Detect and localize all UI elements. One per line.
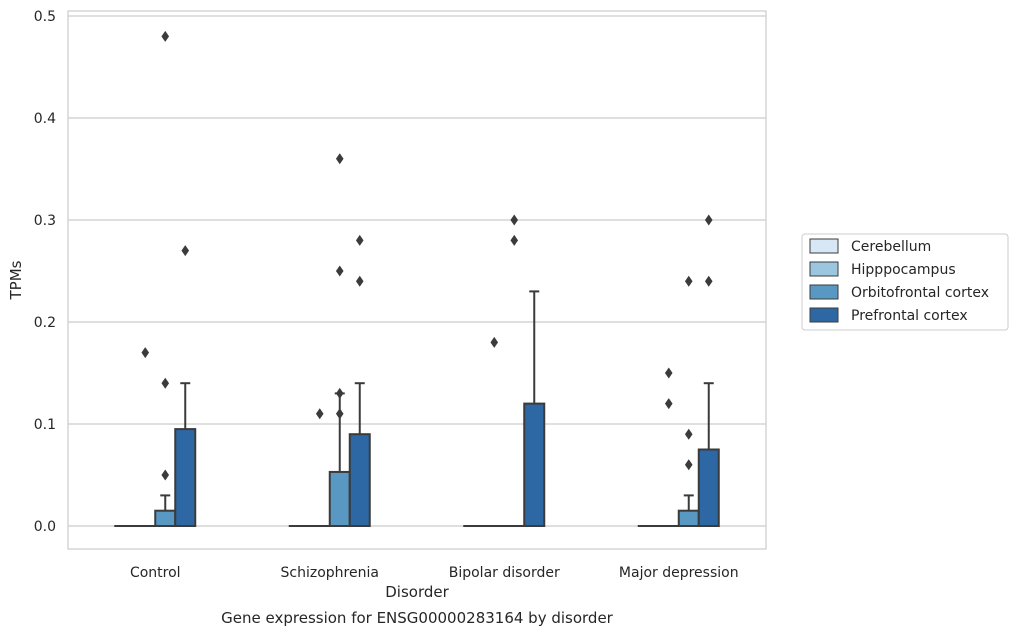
outlier-point [684, 275, 693, 287]
box-body [697, 448, 720, 527]
legend-swatch [809, 307, 839, 323]
y-tick-label: 0.4 [34, 111, 56, 127]
y-tick-label: 0.5 [34, 9, 56, 25]
y-tick-label: 0.1 [34, 417, 56, 433]
outlier-point [684, 459, 693, 471]
y-axis-title: TPMs [7, 260, 25, 300]
legend-frame [801, 233, 1009, 331]
outlier-point [355, 275, 364, 287]
legend: Cerebellum Hipppocampus Orbitofrontal cort… [801, 233, 1009, 331]
outlier-point [335, 265, 344, 277]
legend-label: Hipppocampus [851, 262, 956, 278]
outlier-point [161, 377, 170, 389]
box-body [677, 509, 700, 528]
y-tick-label: 0.2 [34, 315, 56, 331]
y-tick-label: 0.0 [34, 519, 56, 535]
box-orbitofrontal-cortex [154, 494, 177, 528]
box-body [174, 428, 197, 528]
outlier-point [335, 408, 344, 420]
y-tick-label: 0.3 [34, 213, 56, 229]
chart-title: Gene expression for ENSG00000283164 by d… [221, 609, 614, 627]
box-orbitofrontal-cortex [328, 392, 351, 528]
legend-label: Orbitofrontal cortex [851, 285, 989, 301]
box-body [154, 509, 177, 528]
x-tick-label: Control [130, 565, 181, 581]
legend-label: Cerebellum [851, 239, 931, 255]
outlier-point [510, 234, 519, 246]
x-axis-title: Disorder [385, 583, 449, 601]
box-orbitofrontal-cortex [677, 494, 700, 528]
outlier-point [490, 336, 499, 348]
outlier-point [704, 214, 713, 226]
gridlines [68, 15, 766, 527]
x-tick-label: Major depression [619, 565, 739, 581]
box-prefrontal-cortex [697, 382, 720, 527]
outlier-point [355, 234, 364, 246]
x-tick-label: Schizophrenia [281, 565, 379, 581]
outlier-point [684, 428, 693, 440]
outlier-point [141, 347, 150, 359]
outlier-point [704, 275, 713, 287]
outlier-point [161, 469, 170, 481]
outlier-point [335, 153, 344, 165]
outlier-point [181, 245, 190, 257]
boxes [114, 290, 720, 528]
legend-swatch [809, 284, 839, 300]
box-body [523, 402, 546, 528]
plot-frame [67, 10, 767, 550]
legend-swatch [809, 238, 839, 254]
box-body [328, 470, 351, 528]
x-tick-label: Bipolar disorder [449, 565, 560, 581]
outlier-point [510, 214, 519, 226]
outlier-point [664, 398, 673, 410]
legend-swatch [809, 261, 839, 277]
outlier-point [664, 367, 673, 379]
outlier-point [335, 387, 344, 399]
box-prefrontal-cortex [523, 290, 546, 528]
box-prefrontal-cortex [348, 382, 371, 528]
outlier-point [161, 30, 170, 42]
outliers [141, 30, 713, 481]
x-axis-ticks: Control Schizophrenia Bipolar disorder Majo… [130, 565, 739, 581]
box-prefrontal-cortex [174, 382, 197, 528]
box-body [348, 433, 371, 528]
legend-label: Prefrontal cortex [851, 308, 968, 324]
outlier-point [315, 408, 324, 420]
y-axis-ticks: 0.0 0.1 0.2 0.3 0.4 0.5 [34, 9, 56, 535]
